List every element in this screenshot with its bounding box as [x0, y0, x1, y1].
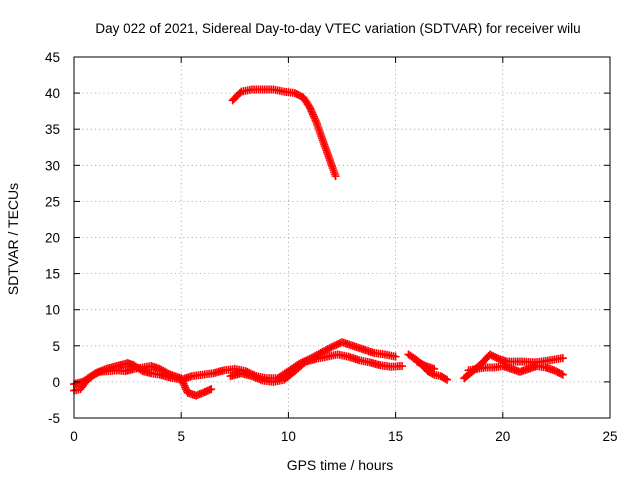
y-tick-label: 20: [45, 231, 60, 246]
data-point: [443, 375, 452, 384]
data-point: [308, 108, 317, 117]
x-tick-label: 15: [388, 429, 403, 444]
data-point: [332, 340, 341, 349]
data-point: [207, 385, 216, 394]
y-axis-label: SDTVAR / TECUs: [5, 183, 21, 295]
data-point: [329, 342, 338, 351]
data-point: [94, 368, 103, 377]
y-tick-label: 0: [52, 375, 60, 390]
y-tick-label: -5: [48, 411, 60, 426]
data-point: [309, 110, 318, 119]
y-tick-label: 25: [45, 194, 60, 209]
series-arc-e: [413, 357, 439, 373]
data-point: [441, 374, 450, 383]
data-point: [309, 112, 318, 121]
data-point: [558, 370, 567, 379]
y-tick-label: 5: [52, 339, 60, 354]
y-tick-label: 30: [45, 158, 60, 173]
data-point: [179, 379, 188, 388]
x-tick-label: 25: [602, 429, 617, 444]
series-arc-a: [70, 338, 400, 395]
x-axis-label: GPS time / hours: [287, 457, 394, 473]
chart-title: Day 022 of 2021, Sidereal Day-to-day VTE…: [95, 21, 580, 36]
data-point: [331, 172, 340, 181]
data-point: [398, 362, 407, 371]
data-layer: [70, 85, 567, 400]
series-arc-high: [228, 85, 340, 181]
x-tick-label: 20: [495, 429, 510, 444]
x-tick-label: 10: [281, 429, 296, 444]
data-point: [180, 381, 189, 390]
data-point: [325, 344, 334, 353]
data-point: [327, 343, 336, 352]
y-tick-label: 45: [45, 50, 60, 65]
data-point: [310, 114, 319, 123]
x-tick-label: 0: [70, 429, 78, 444]
data-point: [181, 383, 190, 392]
y-tick-label: 10: [45, 303, 60, 318]
data-point: [330, 341, 339, 350]
data-point: [177, 374, 186, 383]
data-point: [306, 105, 315, 114]
y-tick-label: 40: [45, 86, 60, 101]
data-point: [391, 352, 400, 361]
series-arc-c: [226, 350, 407, 386]
series-arc-b: [70, 362, 216, 400]
data-point: [178, 377, 187, 386]
data-point: [307, 107, 316, 116]
data-point: [182, 385, 191, 394]
series-arc-g: [464, 362, 567, 379]
y-tick-label: 15: [45, 267, 60, 282]
y-tick-label: 35: [45, 122, 60, 137]
data-point: [557, 369, 566, 378]
data-point: [164, 369, 173, 378]
data-point: [558, 354, 567, 363]
data-point: [178, 376, 187, 385]
tick-layer: 0 5 10 15 20 25 -5 0 5 10 15 20 25 30 35 40 45: [45, 50, 618, 444]
data-point: [334, 339, 343, 348]
x-tick-label: 5: [177, 429, 185, 444]
data-point: [311, 116, 320, 125]
data-point: [430, 364, 439, 373]
data-point: [305, 103, 314, 112]
